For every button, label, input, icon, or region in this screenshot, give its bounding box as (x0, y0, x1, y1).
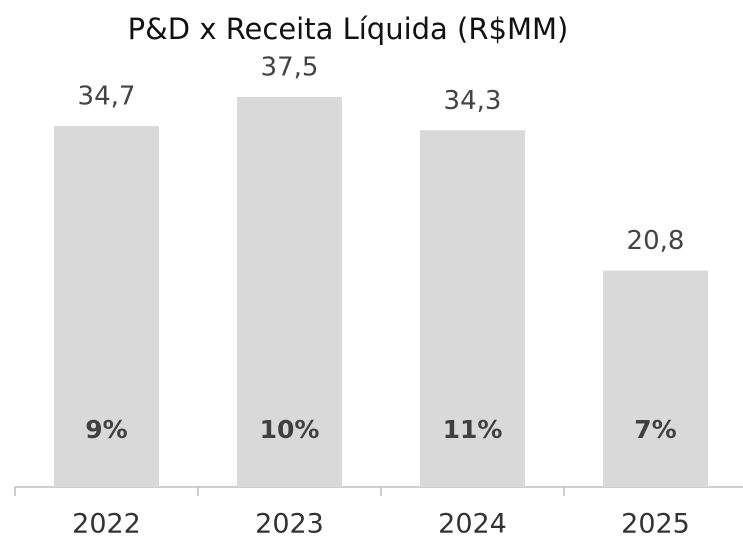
value-label: 34,3 (444, 86, 502, 116)
chart-title: P&D x Receita Líquida (R$MM) (128, 12, 569, 46)
x-tick-label: 2022 (72, 509, 141, 540)
value-label: 37,5 (261, 53, 319, 83)
bar (54, 126, 159, 488)
x-tick-label: 2023 (255, 509, 324, 540)
share-label: 10% (260, 415, 320, 444)
share-label: 7% (634, 415, 676, 444)
share-label: 11% (443, 415, 503, 444)
value-label: 20,8 (627, 226, 685, 256)
bar (603, 270, 708, 487)
bar (237, 97, 342, 487)
bar (420, 130, 525, 487)
x-tick-label: 2024 (438, 509, 507, 540)
x-tick-label: 2025 (621, 509, 690, 540)
share-label: 9% (85, 415, 127, 444)
value-label: 34,7 (78, 82, 136, 112)
